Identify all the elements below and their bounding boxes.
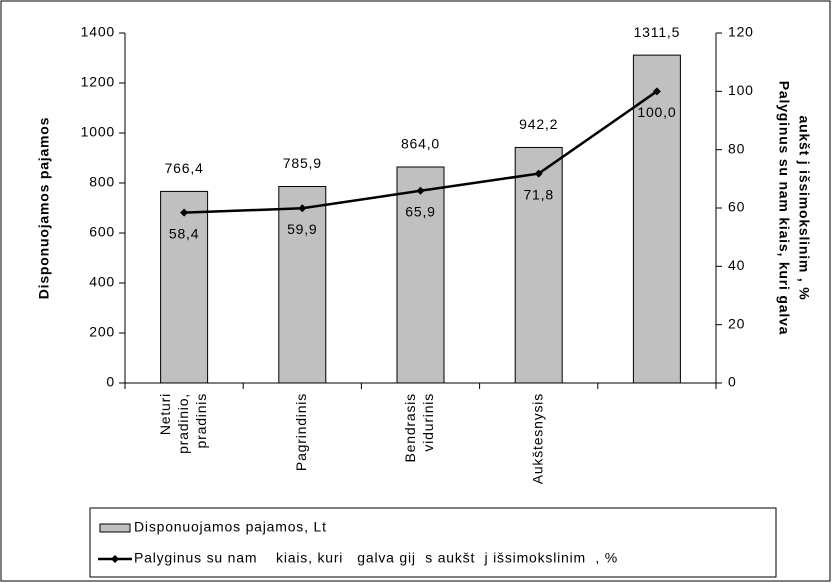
legend-marker (111, 555, 119, 563)
line-value-label: 59,9 (287, 221, 317, 237)
legend-label: Disponuojamos pajamos, Lt (134, 519, 327, 535)
legend-swatch (99, 523, 131, 533)
y2-tick-label: 20 (728, 315, 745, 331)
bar (160, 190, 209, 384)
y-tick-label: 1200 (81, 74, 115, 90)
y2-tick-label: 80 (728, 140, 745, 156)
y-tick-label: 200 (89, 324, 115, 340)
line-marker (534, 169, 543, 178)
bar-value-label: 942,2 (519, 116, 558, 132)
bar-value-label: 864,0 (401, 136, 440, 152)
y2-tick-label: 100 (728, 82, 754, 98)
legend-box (89, 507, 777, 578)
bar (514, 146, 563, 384)
bar-value-label: 785,9 (283, 155, 322, 171)
line-value-label: 100,0 (637, 104, 676, 120)
line-value-label: 71,8 (523, 186, 553, 202)
y-tick-label: 1000 (81, 124, 115, 140)
x-tick-label: Pagrindinis (293, 393, 309, 471)
y2-tick-label: 40 (728, 257, 745, 273)
y-tick-label: 800 (89, 174, 115, 190)
x-tick-label: Neturi (157, 393, 173, 435)
line-value-label: 58,4 (169, 225, 199, 241)
line-value-label: 65,9 (405, 203, 435, 219)
line-marker (416, 186, 425, 195)
bar (396, 166, 445, 384)
y-axis-title: Disponuojamos pajamos (36, 117, 52, 300)
x-tick-label: Bendrasis (402, 393, 418, 462)
bar (278, 186, 327, 384)
y2-tick-label: 120 (728, 24, 754, 40)
x-tick-label: vidurinis (420, 393, 436, 452)
y-tick-label: 0 (106, 374, 115, 390)
line-marker (180, 208, 189, 217)
y2-tick-label: 0 (728, 374, 737, 390)
y2-axis-title: Palyginus su nam kiais, kuri galva (776, 81, 792, 335)
y-tick-label: 600 (89, 224, 115, 240)
y-tick-label: 1400 (81, 24, 115, 40)
x-tick-label: pradinio, (175, 393, 191, 454)
y-tick-label: 400 (89, 274, 115, 290)
bar-value-label: 766,4 (165, 160, 204, 176)
line-marker (298, 204, 307, 213)
y2-tick-label: 60 (728, 199, 745, 215)
legend-label: Palyginus su nam kiais, kuri galva gij s… (134, 550, 618, 566)
line-marker (652, 87, 661, 96)
bar (632, 54, 681, 384)
x-tick-label: Aukštesnysis (529, 393, 545, 484)
bar-value-label: 1311,5 (634, 24, 681, 40)
y2-axis-title: aukšt j išsimokslinim , % (796, 116, 812, 301)
x-tick-label: pradinis (193, 393, 209, 448)
